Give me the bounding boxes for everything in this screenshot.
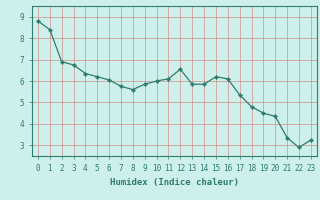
X-axis label: Humidex (Indice chaleur): Humidex (Indice chaleur) xyxy=(110,178,239,187)
